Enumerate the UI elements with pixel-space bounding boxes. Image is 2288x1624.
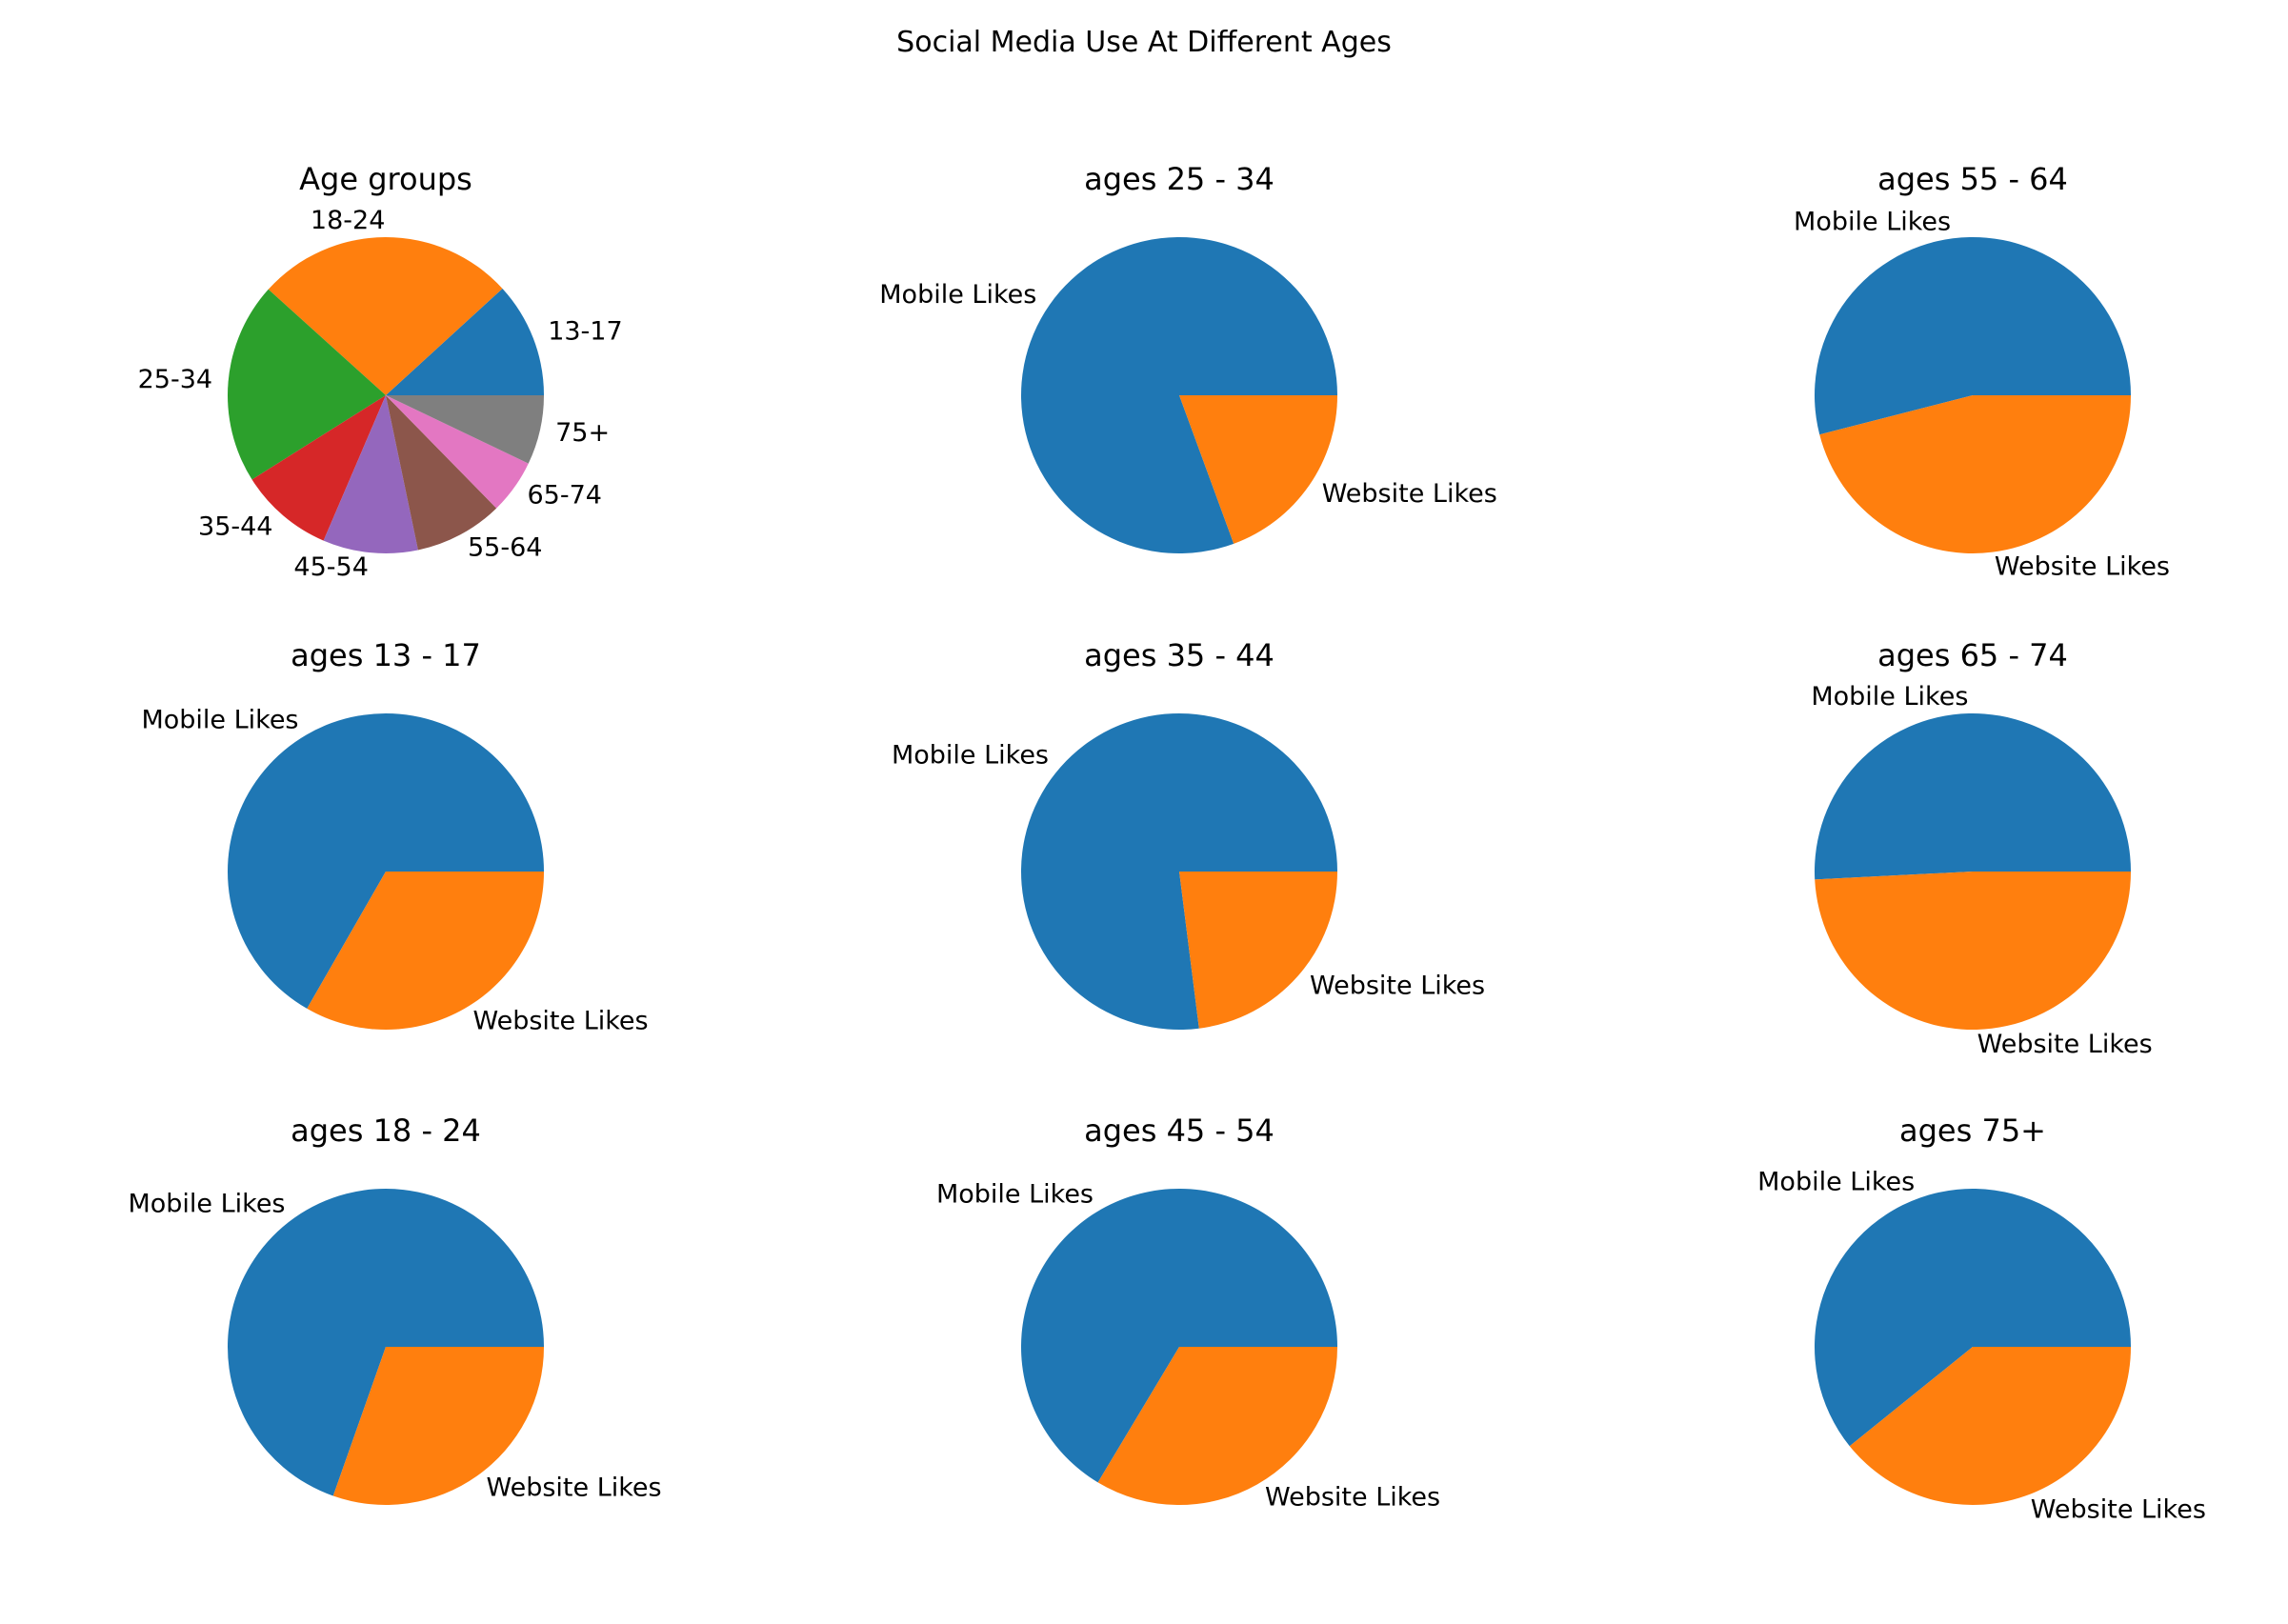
pie-panel-ages-18-24: ages 18 - 24 Mobile Likes Website Likes [128, 1113, 662, 1506]
pie-label-65-74: 65-74 [528, 481, 602, 511]
pie-panel-age-groups: Age groups 13-17 18-24 25-34 35-44 45-54 55-64… [138, 161, 623, 582]
pie-slice-mobile-likes [1814, 712, 2131, 880]
panel-title: ages 65 - 74 [1877, 637, 2068, 673]
panel-title: ages 55 - 64 [1877, 161, 2068, 197]
pie-panel-ages-25-34: ages 25 - 34 Mobile Likes Website Likes [879, 161, 1497, 553]
pie-label-55-64: 55-64 [468, 533, 542, 563]
panel-title: ages 13 - 17 [291, 637, 481, 673]
pie-label-mobile-likes: Mobile Likes [936, 1180, 1094, 1210]
pie-slice-website-likes [1179, 872, 1337, 1029]
pie-label-mobile-likes: Mobile Likes [879, 280, 1036, 310]
pie-panel-ages-55-64: ages 55 - 64 Mobile Likes Website Likes [1794, 161, 2170, 582]
pie-slice-65-74 [386, 395, 529, 509]
pie-label-mobile-likes: Mobile Likes [1757, 1167, 1915, 1196]
pie-label-18-24: 18-24 [311, 206, 385, 235]
pie-slice-mobile-likes [1815, 236, 2131, 435]
pie-slice-website-likes [1179, 395, 1337, 544]
pie-slice-mobile-likes [1021, 712, 1337, 1030]
panel-title: ages 18 - 24 [291, 1113, 481, 1149]
pie-slice-45-54 [323, 395, 418, 554]
pie-label-45-54: 45-54 [293, 552, 368, 582]
pie-label-website-likes: Website Likes [2031, 1495, 2206, 1525]
pie-slice-website-likes [1819, 395, 2131, 553]
pie-slice-mobile-likes [1815, 1188, 2131, 1447]
pie-label-mobile-likes: Mobile Likes [141, 706, 298, 735]
pie-panel-ages-45-54: ages 45 - 54 Mobile Likes Website Likes [936, 1113, 1440, 1512]
pie-label-website-likes: Website Likes [487, 1474, 662, 1503]
pie-panels: Age groups 13-17 18-24 25-34 35-44 45-54 55-64… [128, 161, 2205, 1525]
pie-slice-mobile-likes [1020, 1189, 1337, 1483]
pie-label-mobile-likes: Mobile Likes [892, 741, 1049, 771]
pie-label-website-likes: Website Likes [1265, 1482, 1440, 1512]
panel-title: Age groups [299, 161, 472, 197]
pie-label-25-34: 25-34 [138, 365, 212, 394]
pie-panel-ages-13-17: ages 13 - 17 Mobile Likes Website Likes [141, 637, 648, 1036]
panel-title: ages 75+ [1899, 1113, 2046, 1149]
pie-slice-mobile-likes [228, 1189, 545, 1496]
pie-slice-75-plus [386, 395, 544, 464]
pie-label-website-likes: Website Likes [1995, 552, 2170, 582]
pie-slice-18-24 [268, 237, 503, 395]
pie-label-website-likes: Website Likes [1322, 479, 1497, 509]
panel-title: ages 25 - 34 [1084, 161, 1274, 197]
figure-suptitle: Social Media Use At Different Ages [896, 26, 1392, 59]
pie-panel-ages-75-plus: ages 75+ Mobile Likes Website Likes [1757, 1113, 2206, 1525]
pie-slice-website-likes [1849, 1347, 2131, 1505]
pie-slice-website-likes [332, 1347, 544, 1506]
pie-slice-25-34 [227, 289, 386, 480]
pie-slice-13-17 [386, 288, 544, 395]
pie-label-35-44: 35-44 [198, 511, 272, 541]
pie-label-13-17: 13-17 [548, 316, 622, 346]
panel-title: ages 45 - 54 [1084, 1113, 1274, 1149]
panel-title: ages 35 - 44 [1084, 637, 1274, 673]
pie-panel-ages-65-74: ages 65 - 74 Mobile Likes Website Likes [1811, 637, 2152, 1059]
pie-label-website-likes: Website Likes [1977, 1030, 2153, 1059]
pie-label-75-plus: 75+ [555, 418, 610, 448]
pie-label-mobile-likes: Mobile Likes [1794, 207, 1951, 236]
pie-slice-mobile-likes [227, 712, 544, 1009]
pie-slice-website-likes [307, 872, 544, 1030]
pie-label-mobile-likes: Mobile Likes [1811, 682, 1968, 712]
pie-slice-35-44 [251, 395, 386, 541]
pie-slice-mobile-likes [1021, 236, 1337, 553]
pie-label-website-likes: Website Likes [473, 1007, 649, 1036]
pie-slice-55-64 [386, 395, 497, 551]
pie-slice-website-likes [1815, 872, 2131, 1030]
pie-panel-ages-35-44: ages 35 - 44 Mobile Likes Website Likes [892, 637, 1485, 1030]
pie-label-website-likes: Website Likes [1310, 971, 1485, 1000]
pie-label-mobile-likes: Mobile Likes [128, 1189, 285, 1218]
pie-slice-website-likes [1097, 1347, 1337, 1506]
